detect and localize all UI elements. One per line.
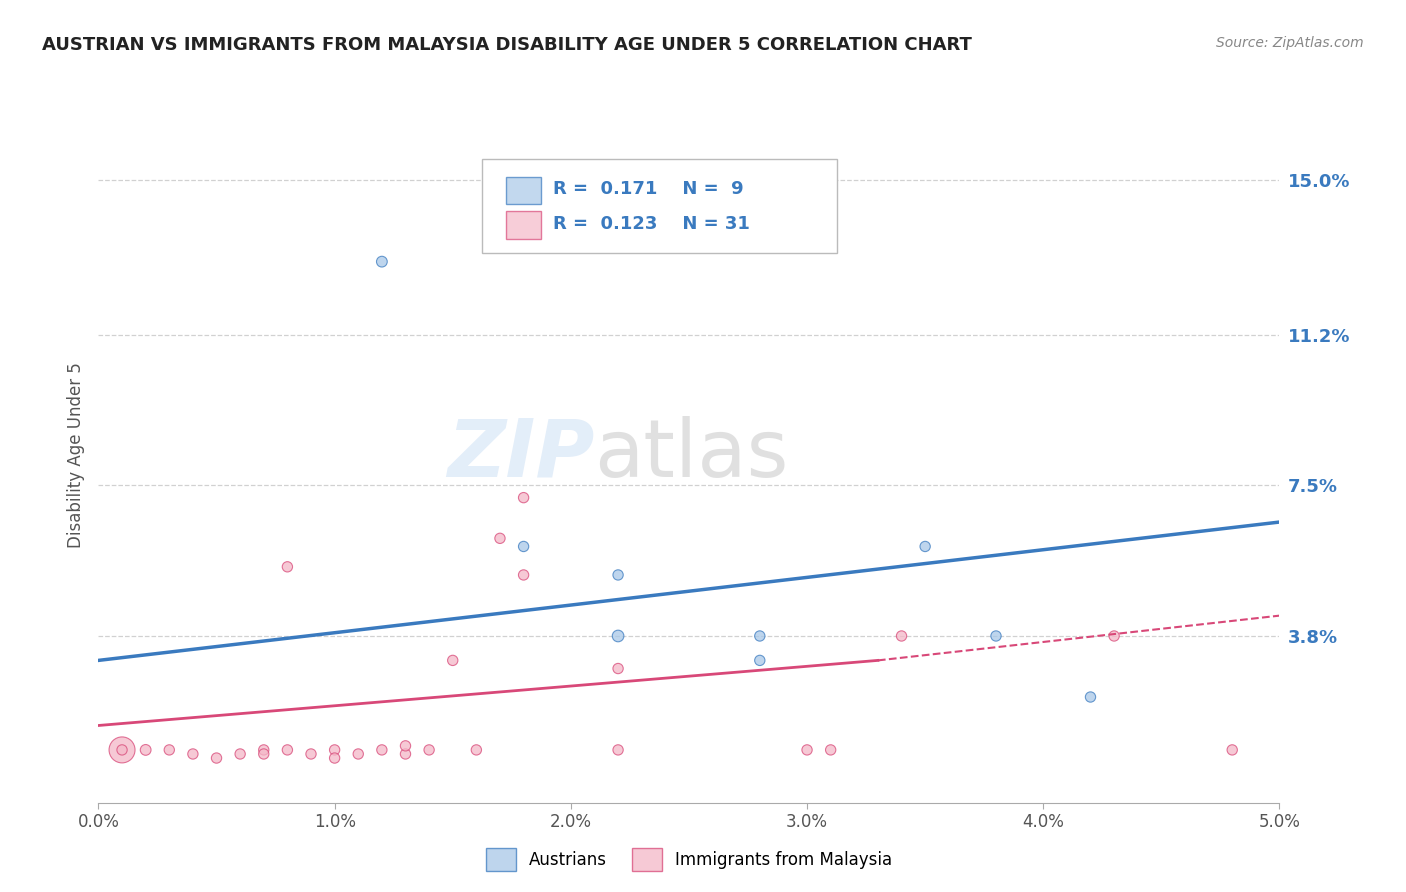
Y-axis label: Disability Age Under 5: Disability Age Under 5 xyxy=(66,362,84,548)
Text: Source: ZipAtlas.com: Source: ZipAtlas.com xyxy=(1216,36,1364,50)
Point xyxy=(1080,690,1102,704)
FancyBboxPatch shape xyxy=(482,159,837,253)
Point xyxy=(489,532,512,546)
Point xyxy=(748,629,770,643)
Point xyxy=(1220,743,1243,757)
Point xyxy=(371,254,394,268)
Point xyxy=(135,743,157,757)
Point xyxy=(276,743,298,757)
Point xyxy=(253,747,276,761)
Point xyxy=(418,743,440,757)
Point xyxy=(111,743,134,757)
Point xyxy=(748,653,770,667)
Point xyxy=(205,751,228,765)
Point xyxy=(441,653,464,667)
Point xyxy=(914,540,936,554)
Point xyxy=(796,743,818,757)
Point xyxy=(323,743,346,757)
Point xyxy=(276,559,298,574)
Point xyxy=(984,629,1007,643)
FancyBboxPatch shape xyxy=(506,211,541,239)
Point xyxy=(607,568,630,582)
Text: ZIP: ZIP xyxy=(447,416,595,494)
Text: atlas: atlas xyxy=(595,416,789,494)
Text: R =  0.171    N =  9: R = 0.171 N = 9 xyxy=(553,180,744,198)
Point xyxy=(465,743,488,757)
Point xyxy=(1102,629,1125,643)
Legend: Austrians, Immigrants from Malaysia: Austrians, Immigrants from Malaysia xyxy=(479,841,898,878)
Point xyxy=(512,540,534,554)
Point xyxy=(512,491,534,505)
Point xyxy=(394,739,416,753)
Text: AUSTRIAN VS IMMIGRANTS FROM MALAYSIA DISABILITY AGE UNDER 5 CORRELATION CHART: AUSTRIAN VS IMMIGRANTS FROM MALAYSIA DIS… xyxy=(42,36,972,54)
Point xyxy=(253,743,276,757)
Point xyxy=(820,743,842,757)
Point xyxy=(181,747,204,761)
Point xyxy=(111,743,134,757)
Point xyxy=(607,661,630,675)
Point xyxy=(157,743,180,757)
Point xyxy=(607,629,630,643)
Point xyxy=(607,743,630,757)
Point xyxy=(323,751,346,765)
Point xyxy=(371,743,394,757)
Point xyxy=(347,747,370,761)
Point xyxy=(394,747,416,761)
FancyBboxPatch shape xyxy=(506,177,541,204)
Point xyxy=(299,747,322,761)
Point xyxy=(512,568,534,582)
Point xyxy=(890,629,912,643)
Point xyxy=(229,747,252,761)
Text: R =  0.123    N = 31: R = 0.123 N = 31 xyxy=(553,215,749,233)
